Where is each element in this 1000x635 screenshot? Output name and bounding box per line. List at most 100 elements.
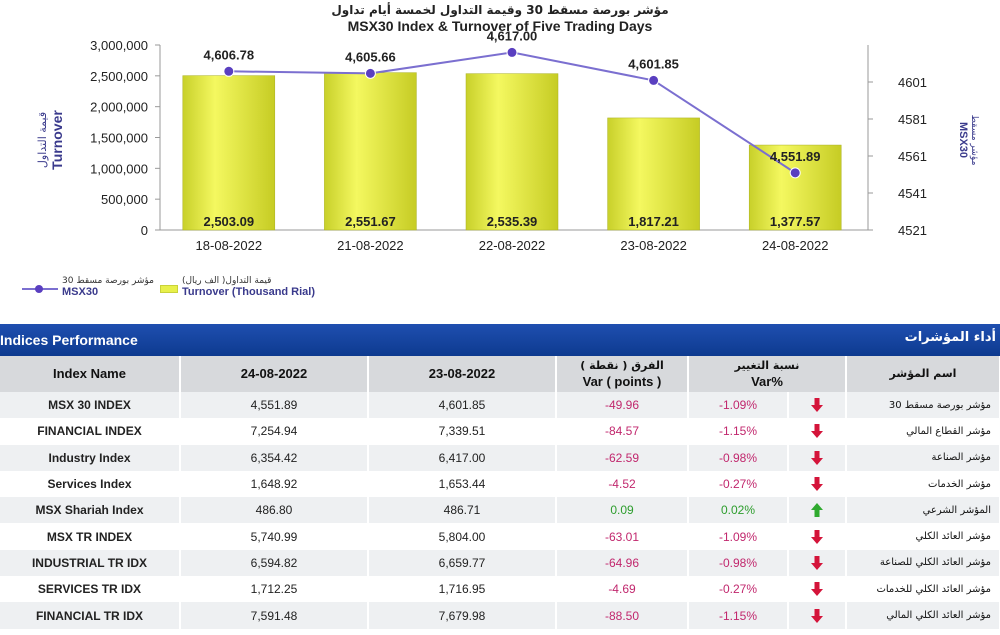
table-row: FINANCIAL INDEX 7,254.94 7,339.51 -84.57 -1.…: [0, 418, 1000, 445]
row-var-points: -4.52: [556, 470, 689, 498]
row-value-date1: 486.80: [180, 497, 369, 524]
row-value-date1: 4,551.89: [180, 392, 369, 419]
turnover-bar: [182, 75, 276, 231]
arrow-down-icon: [811, 529, 823, 544]
row-index-name: MSX Shariah Index: [0, 497, 181, 524]
right-tick-label: 4561: [898, 149, 927, 164]
turnover-value-label: 1,817.21: [628, 214, 679, 229]
row-direction: [788, 392, 847, 419]
msx30-value-label: 4,617.00: [487, 28, 538, 43]
x-tick-label: 24-08-2022: [762, 238, 829, 253]
row-var-points: -64.96: [556, 549, 689, 577]
turnover-value-label: 2,503.09: [203, 214, 254, 229]
row-value-date1: 6,354.42: [180, 444, 369, 471]
row-direction: [788, 418, 847, 445]
msx30-point: [648, 74, 660, 86]
legend-msx-marker: [35, 285, 43, 293]
table-row: INDUSTRIAL TR IDX 6,594.82 6,659.77 -64.96-…: [0, 549, 1000, 577]
table-row: Industry Index 6,354.42 6,417.00 -62.59 -0.9…: [0, 444, 1000, 471]
row-value-date2: 1,653.44: [368, 470, 557, 498]
turnover-value-label: 2,551.67: [345, 214, 396, 229]
row-var-percent: -1.09%: [688, 392, 789, 419]
row-value-date2: 1,716.95: [368, 576, 557, 603]
col-date1: 24-08-2022: [180, 356, 369, 392]
row-index-name: MSX TR INDEX: [0, 523, 181, 550]
row-value-date1: 1,712.25: [180, 576, 369, 603]
turnover-value-label: 1,377.57: [770, 214, 821, 229]
col-index-name: Index Name: [0, 356, 181, 392]
arrow-down-icon: [811, 608, 823, 623]
row-var-percent: -1.15%: [688, 602, 789, 629]
row-value-date2: 7,679.98: [368, 602, 557, 629]
row-var-percent: -0.98%: [688, 444, 789, 471]
right-tick-label: 4581: [898, 112, 927, 127]
table-banner: Indices Performance أداء المؤشرات: [0, 324, 1000, 356]
row-direction: [788, 576, 847, 603]
row-index-name: MSX 30 INDEX: [0, 392, 181, 419]
row-var-points: 0.09: [556, 497, 689, 524]
right-tick-label: 4601: [898, 75, 927, 90]
col-var-en: Var ( points ): [582, 374, 662, 389]
row-value-date1: 6,594.82: [180, 549, 369, 577]
legend-msx-ar: مؤشر بورصة مسقط 30: [62, 276, 154, 286]
row-value-date2: 6,659.77: [368, 549, 557, 577]
col-date2: 23-08-2022: [368, 356, 557, 392]
x-tick-label: 23-08-2022: [620, 238, 687, 253]
row-var-percent: -0.27%: [688, 576, 789, 603]
row-index-name-ar: مؤشر القطاع المالي: [846, 418, 1000, 445]
row-var-points: -4.69: [556, 576, 689, 603]
row-index-name-ar: مؤشر العائد الكلي للخدمات: [846, 576, 1000, 603]
row-var-percent: 0.02%: [688, 497, 789, 524]
row-index-name: SERVICES TR IDX: [0, 576, 181, 603]
row-value-date2: 6,417.00: [368, 444, 557, 471]
col-var-ar: الفرق ( نقطة ): [580, 359, 664, 372]
left-axis-title: Turnover: [49, 110, 65, 170]
row-index-name-ar: مؤشر العائد الكلي: [846, 523, 1000, 550]
left-tick-label: 2,000,000: [90, 100, 148, 115]
right-tick-label: 4541: [898, 186, 927, 201]
right-tick-label: 4521: [898, 223, 927, 238]
row-value-date1: 7,591.48: [180, 602, 369, 629]
table-title-en: Indices Performance: [0, 332, 138, 348]
row-var-points: -63.01: [556, 523, 689, 550]
table-row: Services Index 1,648.92 1,653.44 -4.52 -0.27…: [0, 470, 1000, 498]
row-index-name: INDUSTRIAL TR IDX: [0, 549, 181, 577]
left-tick-label: 500,000: [101, 192, 148, 207]
msx30-value-label: 4,601.85: [628, 56, 679, 71]
row-var-points: -49.96: [556, 392, 689, 419]
chart-title-english: MSX30 Index & Turnover of Five Trading D…: [347, 18, 653, 34]
row-index-name-ar: مؤشر الصناعة: [846, 444, 1000, 471]
right-axis-title: MSX30: [957, 122, 969, 158]
msx30-point: [789, 167, 801, 179]
arrow-up-icon: [811, 503, 823, 518]
table-row: MSX Shariah Index 486.80 486.71 0.09 0.02% ال…: [0, 497, 1000, 524]
msx30-value-label: 4,606.78: [203, 47, 254, 62]
msx30-value-label: 4,605.66: [345, 49, 396, 64]
row-var-percent: -0.27%: [688, 470, 789, 498]
indices-table: Index Name 24-08-2022 23-08-2022 الفرق (…: [0, 356, 1000, 629]
col-var: الفرق ( نقطة ) Var ( points ): [556, 356, 689, 392]
left-axis-title-ar: قيمة التداول: [36, 112, 49, 168]
msx30-point: [223, 65, 235, 77]
row-direction: [788, 470, 847, 498]
legend-msx: مؤشر بورصة مسقط 30 MSX30: [62, 276, 154, 298]
row-direction: [788, 497, 847, 524]
chart-title-arabic: مؤشر بورصة مسقط 30 وقيمة التداول لخمسة أ…: [331, 3, 669, 17]
msx30-point: [364, 67, 376, 79]
x-tick-label: 21-08-2022: [337, 238, 404, 253]
row-value-date2: 486.71: [368, 497, 557, 524]
row-value-date1: 1,648.92: [180, 470, 369, 498]
row-index-name-ar: مؤشر العائد الكلي للصناعة: [846, 549, 1000, 577]
row-value-date2: 4,601.85: [368, 392, 557, 419]
row-value-date2: 7,339.51: [368, 418, 557, 445]
x-tick-label: 18-08-2022: [196, 238, 263, 253]
row-var-percent: -1.15%: [688, 418, 789, 445]
row-direction: [788, 523, 847, 550]
col-pct-en: Var%: [751, 374, 783, 389]
table-title-ar: أداء المؤشرات: [904, 330, 996, 345]
row-var-percent: -1.09%: [688, 523, 789, 550]
row-index-name-ar: المؤشر الشرعي: [846, 497, 1000, 524]
row-value-date1: 7,254.94: [180, 418, 369, 445]
row-index-name: Services Index: [0, 470, 181, 498]
arrow-down-icon: [811, 424, 823, 439]
